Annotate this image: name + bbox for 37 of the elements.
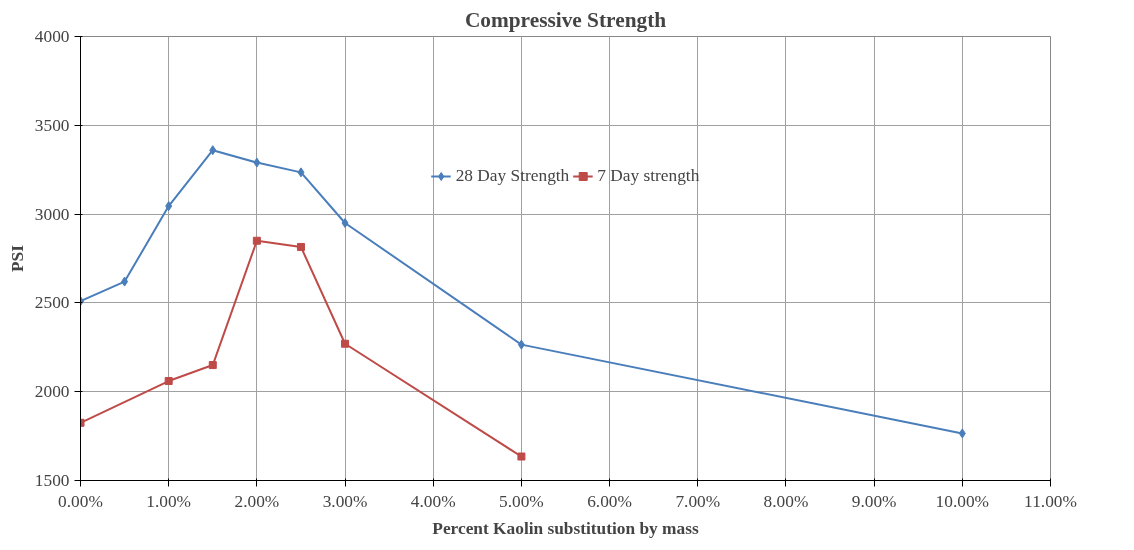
point [297,167,305,178]
y-tick-label: 3000 [34,204,70,224]
legend-label: 28 Day Strength [455,166,570,186]
x-tick-label: 10.00% [935,491,990,511]
x-tick-label: 7.00% [675,491,721,511]
y-tick-label: 4000 [34,27,70,46]
y-axis-title: PSI [7,244,27,272]
x-tick-label: 9.00% [851,491,897,511]
x-tick-label: 6.00% [587,491,632,511]
point [341,339,350,348]
point [208,361,217,370]
x-tick-label: 3.00% [322,491,368,511]
point [209,145,217,156]
point [296,242,305,251]
y-tick-label: 2000 [34,382,70,402]
x-tick-label: 8.00% [763,491,809,511]
y-tick-label: 1500 [34,471,70,490]
point [121,276,129,287]
point [958,428,966,439]
y-tick-label: 2500 [34,293,70,313]
point [252,236,261,245]
x-tick-label: 1.00% [146,491,192,511]
point [517,339,525,350]
y-tick-label: 3500 [34,115,70,135]
point [517,452,526,461]
legend-label: 7 Day strength [597,166,700,186]
point [164,377,173,386]
chart-title: Compressive Strength [464,7,667,32]
x-tick-label: 2.00% [234,491,280,511]
x-tick-label: 0.00% [58,491,103,511]
point [341,217,349,228]
x-axis-title: Percent Kaolin substitution by mass [432,518,699,538]
point [253,157,261,168]
x-tick-label: 11.00% [1024,491,1077,511]
point [165,201,173,212]
x-tick-label: 5.00% [499,491,544,511]
x-tick-label: 4.00% [410,491,456,511]
